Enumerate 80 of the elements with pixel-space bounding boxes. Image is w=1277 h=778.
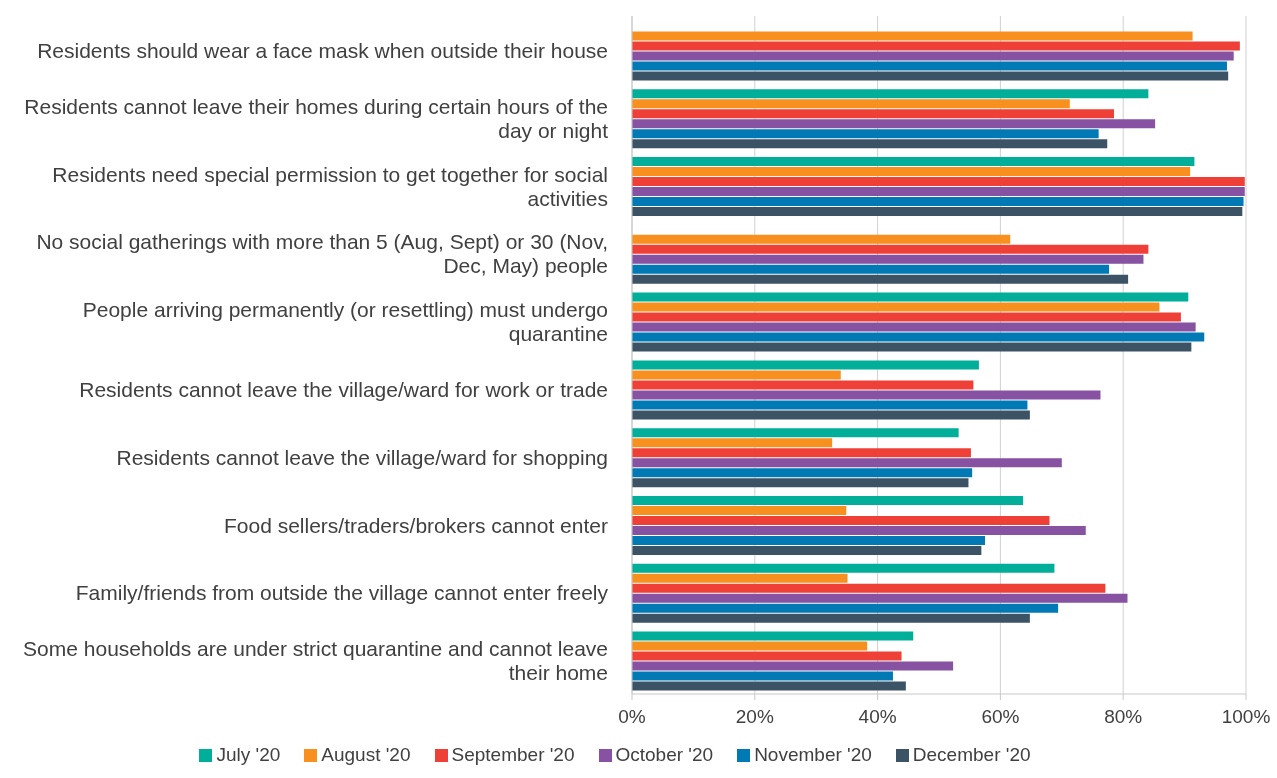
bar [632,322,1196,332]
bar [632,244,1149,254]
bar [632,41,1240,51]
bar [632,380,974,390]
bar [632,109,1114,119]
y-tick-label: Residents cannot leave the village/ward for work or trade [79,377,608,401]
bar [632,583,1106,593]
bar [632,546,982,556]
bar [632,603,1059,613]
bar [632,526,1086,536]
bar [632,292,1189,302]
bar [632,360,979,370]
bar [632,332,1205,342]
bar [632,448,971,458]
bar [632,177,1245,187]
legend-label: September '20 [451,744,575,765]
legend-label: August '20 [321,744,411,765]
bar [632,207,1243,217]
bar [632,342,1192,352]
bar [632,89,1149,99]
bar [632,400,1028,410]
bar [632,428,959,438]
bar [632,61,1227,71]
bar [632,593,1128,603]
legend-label: October '20 [615,744,714,765]
bar [632,651,902,661]
y-tick-label: Residents need special permission to get together for social activities [52,162,608,209]
bar [632,516,1050,526]
bar [632,496,1024,506]
bar [632,274,1129,284]
bar [632,631,914,641]
legend-label: November '20 [754,744,872,765]
bar [632,438,833,448]
bar [632,254,1144,264]
bar [632,167,1191,177]
bar [632,410,1030,420]
bar [632,681,906,691]
bar [632,661,954,671]
y-tick-label: No social gatherings with more than 5 (Aug, Sept) or 30 (Nov, Dec, May) people [36,229,608,277]
y-tick-label: Food sellers/traders/brokers cannot enter [223,513,608,536]
bar [632,129,1099,139]
legend-label: December '20 [912,744,1031,765]
bar [632,468,973,478]
bar [632,302,1160,312]
bar [632,563,1055,573]
y-tick-label: People arriving permanently (or resettling) must undergo quarantine [82,297,608,345]
bar [632,506,847,516]
bar [632,641,868,651]
bar [632,139,1108,149]
x-tick-label: 100% [1221,706,1271,728]
bar [632,458,1062,468]
bar [632,197,1244,207]
bar [632,264,1110,274]
bar [632,99,1070,109]
legend-label: July '20 [216,744,281,765]
bar [632,390,1101,400]
bar [632,31,1193,41]
y-tick-label: Some households are under strict quarantine and cannot leave their home [23,636,608,684]
bar [632,234,1011,244]
bar [632,613,1030,623]
y-tick-label: Residents should wear a face mask when outside their house [37,38,608,62]
bar [632,312,1181,322]
y-tick-label: Family/friends from outside the village cannot enter freely [75,580,609,604]
bar [632,536,986,546]
bar [632,51,1234,61]
bar [632,370,841,380]
x-tick-label: 60% [981,706,1020,728]
y-tick-label: Residents cannot leave the village/ward for shopping [116,445,608,469]
bar [632,671,893,681]
bar [632,187,1245,197]
x-tick-label: 0% [618,706,646,728]
bar [632,157,1195,167]
bar [632,573,848,583]
bar [632,119,1156,129]
x-tick-label: 20% [735,706,774,728]
bar [632,71,1229,81]
x-tick-label: 80% [1104,706,1143,728]
bar [632,478,969,488]
y-tick-label: Residents cannot leave their homes during certain hours of the day or night [24,94,609,142]
x-tick-label: 40% [858,706,897,728]
